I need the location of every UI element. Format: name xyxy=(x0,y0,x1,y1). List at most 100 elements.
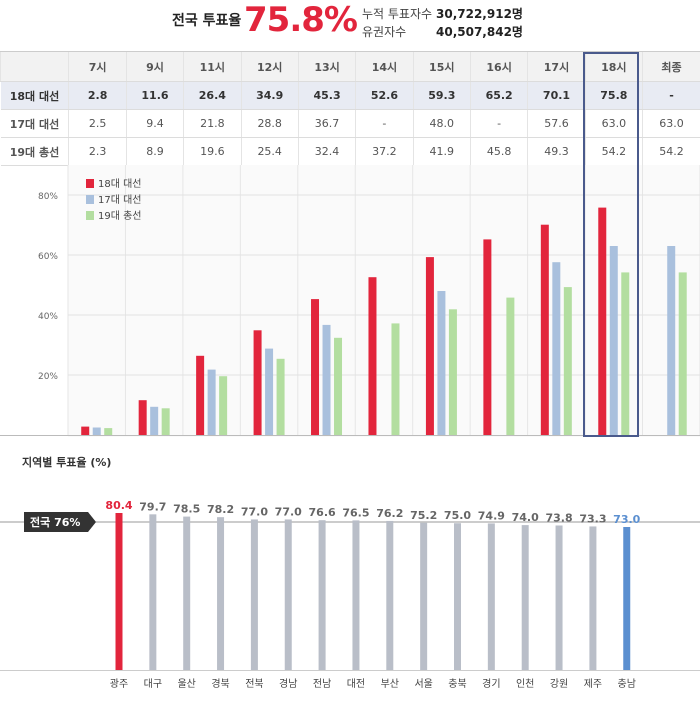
region-value-label: 79.7 xyxy=(139,500,166,513)
bar-17-election xyxy=(92,427,101,435)
region-name-label: 강원 xyxy=(550,678,568,690)
table-cell: - xyxy=(355,109,414,138)
region-bar xyxy=(420,522,428,670)
bar-17-election xyxy=(667,246,676,435)
region-bar xyxy=(318,520,326,670)
table-cell: 37.2 xyxy=(355,137,414,166)
table-cell: 45.3 xyxy=(297,81,356,110)
bar-19-general xyxy=(448,309,457,435)
column-header: 17시 xyxy=(527,51,586,82)
region-value-label: 73.0 xyxy=(613,513,640,526)
table-cell: 48.0 xyxy=(412,109,471,138)
cumulative-voters-label: 누적 투표자수 xyxy=(362,7,433,21)
region-value-label: 74.9 xyxy=(478,509,505,522)
table-cell: 59.3 xyxy=(412,81,471,110)
region-name-label: 전남 xyxy=(313,678,331,690)
legend-swatch xyxy=(86,195,94,204)
table-cell: 2.3 xyxy=(68,137,127,166)
region-value-label: 78.2 xyxy=(207,503,234,516)
column-header: 12시 xyxy=(240,51,299,82)
table-cell: 70.1 xyxy=(527,81,586,110)
table-cell: 63.0 xyxy=(584,109,643,138)
bar-17-election xyxy=(437,291,446,435)
region-name-label: 경북 xyxy=(211,677,229,690)
table-cell: 11.6 xyxy=(125,81,184,110)
table-row: 17대 대선 2.5 9.4 21.8 28.8 36.7-48.0-57.6 63.0 63… xyxy=(0,109,700,138)
table-cell: 36.7 xyxy=(297,109,356,138)
region-name-label: 경남 xyxy=(279,677,297,690)
bar-19-general xyxy=(563,287,572,435)
header: 전국 투표율 75.8% 누적 투표자수 30,722,912명 유권자수 40… xyxy=(0,0,700,50)
table-cell: - xyxy=(469,109,528,138)
national-average-badge xyxy=(24,512,96,532)
region-name-label: 울산 xyxy=(177,678,195,690)
column-header: 16시 xyxy=(469,51,528,82)
legend-label: 18대 대선 xyxy=(98,178,142,190)
region-bar xyxy=(386,520,394,670)
y-tick-label: 40% xyxy=(38,312,58,322)
table-cell: 21.8 xyxy=(183,109,242,138)
bar-19-general xyxy=(104,428,113,435)
column-header: 18시 xyxy=(584,51,643,82)
bar-18-election xyxy=(196,355,205,435)
region-name-label: 제주 xyxy=(584,678,602,690)
table-row: 18대 대선 2.8 11.6 26.4 34.9 45.3 52.6 59.3 65.2 70.… xyxy=(0,81,700,110)
table-cell: 2.5 xyxy=(68,109,127,138)
region-name-label: 인천 xyxy=(516,678,534,690)
region-value-label: 76.6 xyxy=(309,506,336,519)
legend-label: 19대 총선 xyxy=(98,210,142,222)
region-value-label: 80.4 xyxy=(105,499,132,512)
bar-17-election xyxy=(609,246,618,435)
bar-18-election xyxy=(81,426,90,435)
table-corner xyxy=(0,51,69,82)
table-cell: - xyxy=(642,81,700,110)
region-bar xyxy=(115,513,123,670)
region-bar xyxy=(454,523,461,670)
bar-18-election xyxy=(368,277,377,435)
region-value-label: 78.5 xyxy=(173,503,200,516)
column-header: 11시 xyxy=(183,51,242,82)
region-value-label: 75.0 xyxy=(444,509,471,522)
y-tick-label: 80% xyxy=(38,192,58,202)
region-name-label: 충북 xyxy=(448,678,466,690)
region-value-label: 73.3 xyxy=(579,512,606,525)
legend-swatch xyxy=(86,211,94,220)
bar-19-general xyxy=(391,323,400,435)
region-name-label: 전북 xyxy=(245,678,263,690)
row-label: 18대 대선 xyxy=(0,81,69,110)
legend-swatch xyxy=(86,179,94,188)
regional-chart-title: 지역별 투표율 (%) xyxy=(22,455,111,469)
bar-18-election xyxy=(253,330,262,435)
bar-18-election xyxy=(425,257,434,435)
region-value-label: 75.2 xyxy=(410,509,437,522)
column-header: 최종 xyxy=(642,51,700,82)
table-cell: 54.2 xyxy=(584,137,643,166)
hourly-turnout-chart: 20% 40% 60% 80% 18대 대선 17대 대선 19대 총선 xyxy=(0,165,700,437)
table-cell: 8.9 xyxy=(125,137,184,166)
region-bar xyxy=(487,523,495,670)
table-cell: 26.4 xyxy=(183,81,242,110)
region-bar xyxy=(217,517,225,670)
column-header: 15시 xyxy=(412,51,471,82)
cumulative-voters-value: 30,722,912명 xyxy=(436,7,523,21)
y-tick-label: 60% xyxy=(38,252,58,262)
bar-18-election xyxy=(311,299,320,435)
table-cell: 75.8 xyxy=(584,81,643,110)
bar-19-general xyxy=(678,272,687,435)
table-cell: 9.4 xyxy=(125,109,184,138)
bar-19-general xyxy=(506,297,515,435)
region-value-label: 77.0 xyxy=(241,505,268,518)
region-bar xyxy=(555,525,563,670)
national-turnout-value: 75.8% xyxy=(244,0,358,40)
bar-17-election xyxy=(322,324,331,435)
table-body: 18대 대선 2.8 11.6 26.4 34.9 45.3 52.6 59.3 65.2 70.… xyxy=(0,81,700,166)
bar-19-general xyxy=(161,408,170,435)
table-cell: 63.0 xyxy=(642,109,700,138)
region-value-label: 77.0 xyxy=(275,505,302,518)
region-value-label: 74.0 xyxy=(512,511,539,524)
column-header: 9시 xyxy=(125,51,184,82)
hourly-turnout-table: 7시 9시 11시 12시 13시 14시 15시 16시 17시 18시 최종 18대 대선 2.8… xyxy=(0,51,700,166)
region-bar xyxy=(623,527,631,670)
region-name-label: 서울 xyxy=(414,678,432,690)
regional-turnout-chart: 지역별 투표율 (%) 전국 76% 80.4 광주 79.7 대구 78.5 울산 78.2 경… xyxy=(0,455,700,690)
